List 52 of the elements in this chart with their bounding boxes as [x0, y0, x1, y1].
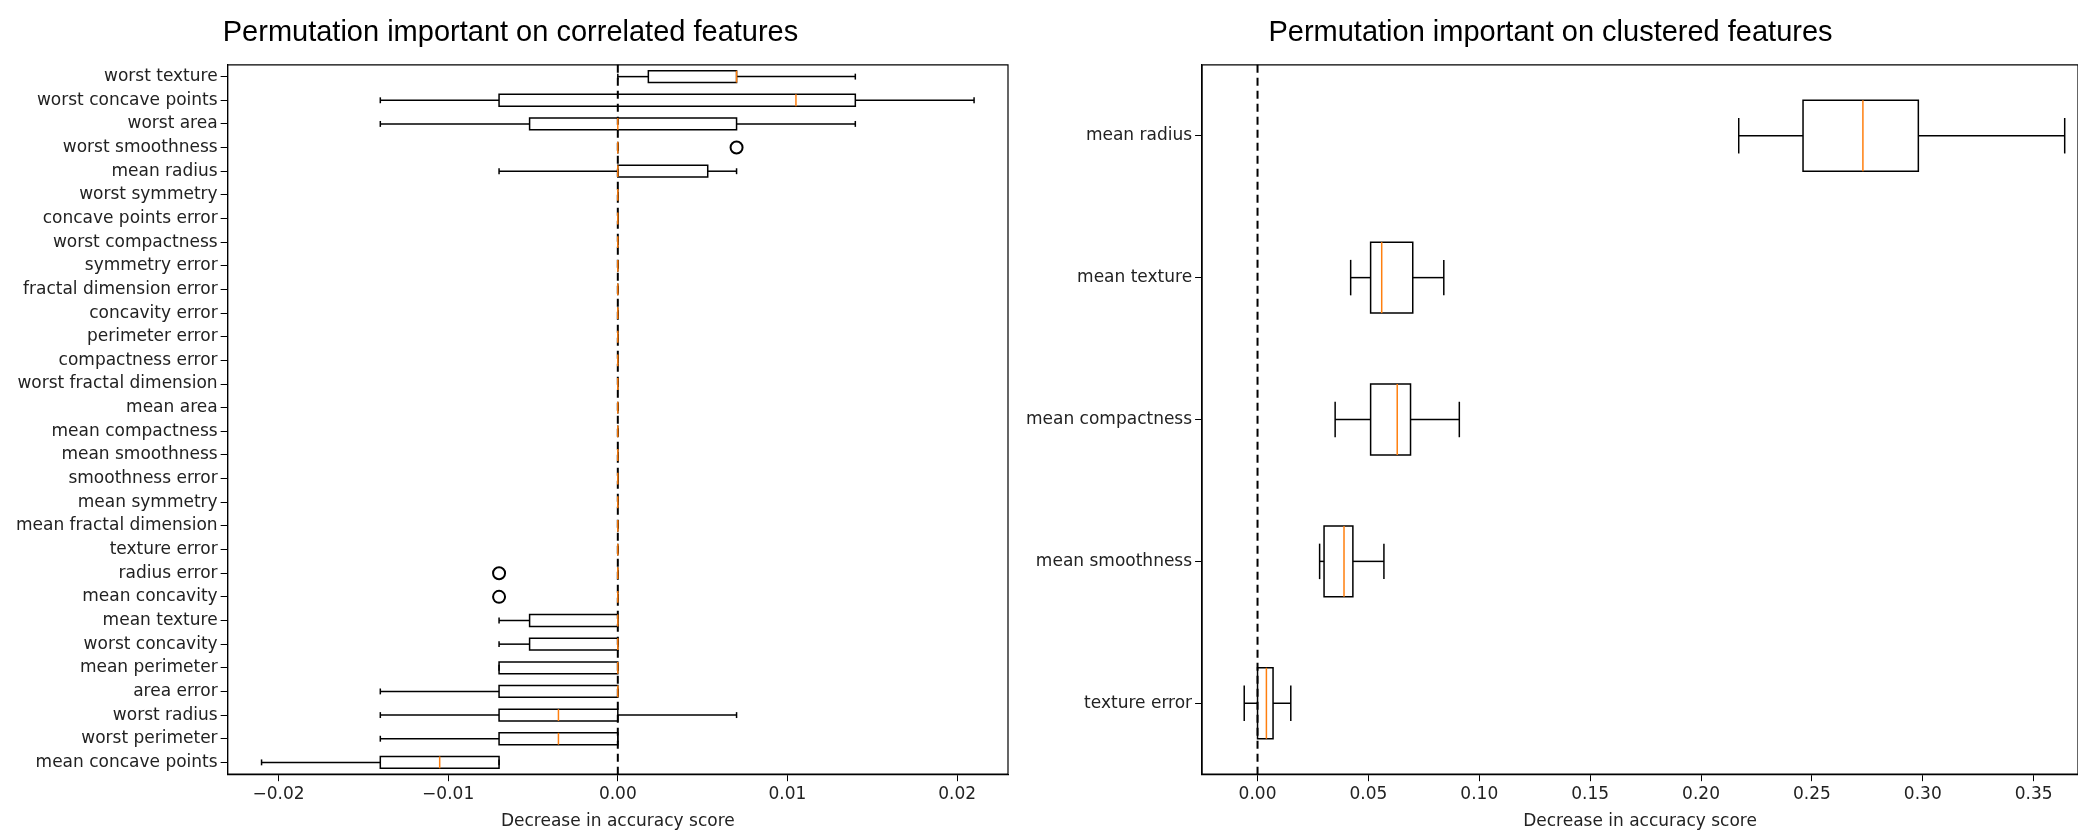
x-tick-label: −0.02: [252, 782, 305, 803]
x-tick-label: 0.35: [2014, 782, 2053, 803]
x-tick-label: 0.01: [768, 782, 807, 803]
y-tick-label: worst compactness: [52, 230, 218, 251]
y-tick-label: mean perimeter: [79, 656, 218, 677]
y-tick-label: worst smoothness: [62, 135, 218, 156]
y-tick-label: smoothness error: [68, 467, 218, 488]
y-tick-label: mean texture: [102, 608, 218, 629]
y-tick-label: mean area: [126, 396, 218, 417]
y-tick-label: worst concavity: [83, 632, 218, 653]
x-tick-label: 0.15: [1571, 782, 1610, 803]
y-tick-label: mean concavity: [82, 585, 218, 606]
x-axis-title: Decrease in accuracy score: [1523, 810, 1757, 831]
y-tick-label: worst area: [127, 112, 218, 133]
y-tick-label: mean texture: [1077, 266, 1193, 287]
x-tick-label: 0.00: [1238, 782, 1277, 803]
y-tick-label: concave points error: [42, 206, 218, 227]
y-tick-label: mean smoothness: [1035, 549, 1193, 570]
y-tick-label: mean fractal dimension: [15, 514, 218, 535]
x-tick-label: 0.20: [1682, 782, 1720, 803]
chart-title: Permutation important on clustered features: [1268, 15, 1833, 48]
y-tick-label: mean concave points: [35, 750, 218, 771]
y-tick-label: mean compactness: [1026, 407, 1193, 428]
y-tick-label: compactness error: [58, 348, 218, 369]
y-tick-label: worst texture: [104, 65, 218, 86]
x-tick-label: −0.01: [422, 782, 475, 803]
x-tick-label: 0.00: [598, 782, 637, 803]
x-tick-label: 0.30: [1903, 782, 1942, 803]
y-tick-label: mean radius: [111, 159, 218, 180]
y-tick-label: worst symmetry: [79, 183, 218, 204]
y-tick-label: mean smoothness: [61, 443, 218, 464]
y-tick-label: symmetry error: [84, 254, 218, 275]
x-tick-label: 0.02: [938, 782, 977, 803]
y-tick-label: concavity error: [89, 301, 218, 322]
x-tick-label: 0.10: [1460, 782, 1499, 803]
y-tick-label: mean radius: [1085, 124, 1193, 145]
x-tick-label: 0.25: [1792, 782, 1831, 803]
y-tick-label: radius error: [118, 561, 218, 582]
y-tick-label: mean symmetry: [77, 490, 218, 511]
y-tick-label: area error: [133, 679, 218, 700]
y-tick-label: fractal dimension error: [23, 277, 218, 298]
y-tick-label: texture error: [1084, 691, 1193, 712]
y-tick-label: worst perimeter: [81, 727, 218, 748]
chart-title: Permutation important on correlated features: [222, 15, 799, 48]
y-tick-label: mean compactness: [51, 419, 218, 440]
y-tick-label: texture error: [109, 537, 218, 558]
y-tick-label: worst concave points: [36, 88, 218, 109]
x-tick-label: 0.05: [1349, 782, 1388, 803]
y-tick-label: worst radius: [112, 703, 218, 724]
x-axis-title: Decrease in accuracy score: [500, 810, 735, 831]
y-tick-label: worst fractal dimension: [17, 372, 218, 393]
y-tick-label: perimeter error: [86, 325, 218, 346]
